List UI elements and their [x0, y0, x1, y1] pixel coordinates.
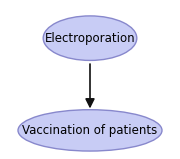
Ellipse shape — [43, 16, 137, 60]
Text: Electroporation: Electroporation — [45, 32, 135, 45]
Text: Vaccination of patients: Vaccination of patients — [22, 124, 158, 137]
Ellipse shape — [18, 110, 162, 151]
